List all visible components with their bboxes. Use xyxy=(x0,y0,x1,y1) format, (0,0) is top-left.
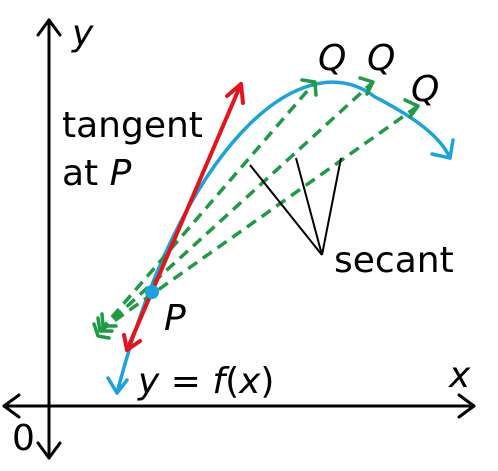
function-label-eq: = xyxy=(159,361,212,402)
secant-arrow-back-2 xyxy=(92,322,111,340)
tangent-line-segment xyxy=(125,82,243,352)
curve-arrow-end xyxy=(430,138,455,160)
pointer-line-2 xyxy=(295,157,323,256)
axes xyxy=(2,18,476,460)
secant-line-1 xyxy=(98,80,317,333)
x-axis-arrow-right xyxy=(457,393,476,419)
y-axis-arrow-top xyxy=(36,18,62,37)
pointer-line-1 xyxy=(249,164,323,256)
secant-label: secant xyxy=(334,240,454,281)
tangent-line xyxy=(122,82,245,352)
curve-arrow-start xyxy=(106,376,129,395)
secant-pointer-lines xyxy=(249,157,342,256)
function-label-y: y xyxy=(137,361,160,402)
pointer-line-3 xyxy=(321,157,342,256)
tangent-label-line1: tangent xyxy=(62,105,203,146)
tangent-arrow-bottom xyxy=(122,333,142,352)
secant-arrow-q1 xyxy=(300,78,318,97)
tangent-label-line2: at P xyxy=(62,153,132,194)
q-label-1: Q xyxy=(318,38,346,79)
point-p-label: P xyxy=(164,298,186,339)
function-label-open: ( xyxy=(225,361,239,402)
y-axis-label: y xyxy=(71,13,94,54)
origin-label: 0 xyxy=(12,418,35,459)
secant-arrowheads xyxy=(92,76,420,340)
x-axis-arrow-left xyxy=(2,393,21,419)
point-p-dot xyxy=(145,285,159,299)
tangent-label-p: P xyxy=(110,153,132,194)
x-axis-label: x xyxy=(448,355,471,396)
q-label-3: Q xyxy=(411,69,439,110)
function-label-x: x xyxy=(238,361,261,402)
function-label: y = f(x) xyxy=(137,361,274,402)
tangent-arrow-top xyxy=(225,82,245,105)
tangent-label-at: at xyxy=(62,153,110,194)
secant-arrow-q2 xyxy=(358,76,375,96)
curve-path xyxy=(115,80,452,395)
q-label-2: Q xyxy=(367,38,395,79)
secant-arrow-q3 xyxy=(403,98,420,119)
secant-arrow-back-3 xyxy=(100,312,118,328)
function-label-close: ) xyxy=(260,361,274,402)
secant-arrow-back-1 xyxy=(96,316,114,333)
curve xyxy=(106,80,455,395)
y-axis-arrow-bottom xyxy=(36,441,62,460)
